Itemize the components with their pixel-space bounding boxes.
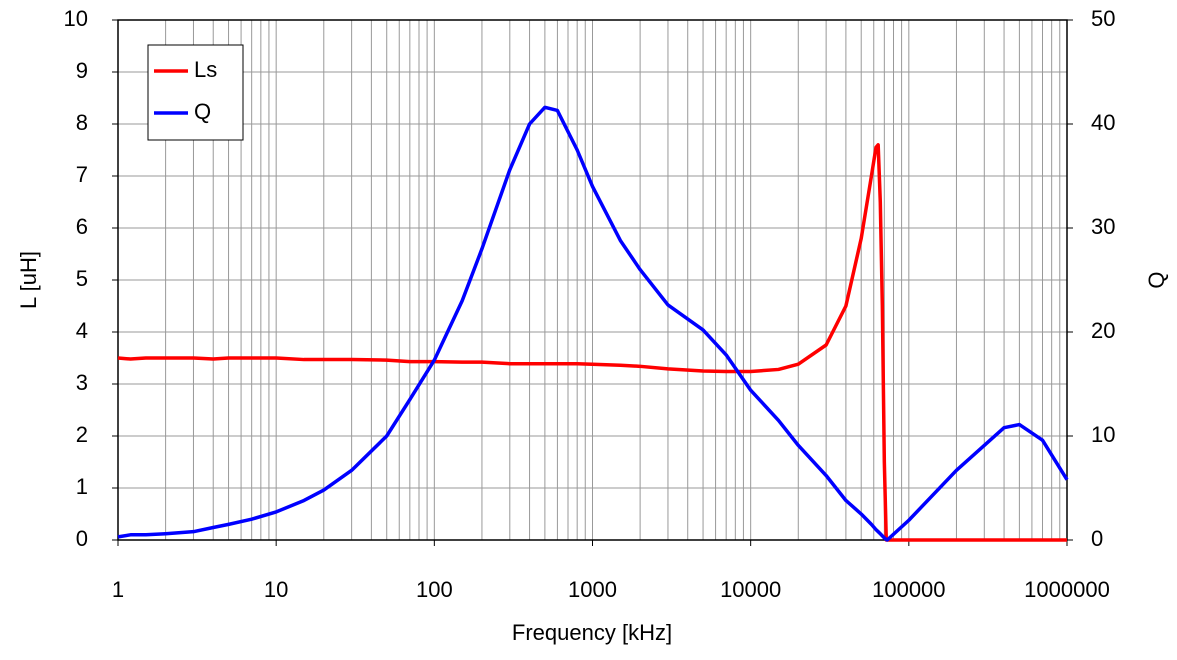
y-tick-label: 10 [64,6,88,31]
y-tick-label: 9 [76,58,88,83]
y2-tick-label: 20 [1091,318,1115,343]
y-tick-label: 1 [76,474,88,499]
y2-tick-label: 50 [1091,6,1115,31]
y-tick-label: 7 [76,162,88,187]
x-tick-label: 100 [416,577,453,602]
x-tick-label: 100000 [872,577,945,602]
y2-axis-label: Q [1144,271,1169,288]
x-axis-label: Frequency [kHz] [512,620,672,645]
y-tick-label: 0 [76,526,88,551]
y2-tick-label: 10 [1091,422,1115,447]
y-axis-label: L [uH] [16,251,41,309]
y-tick-label: 8 [76,110,88,135]
y-tick-label: 6 [76,214,88,239]
y-tick-label: 5 [76,266,88,291]
x-tick-label: 10 [264,577,288,602]
legend-label: Q [194,99,211,124]
x-tick-label: 1 [112,577,124,602]
y2-tick-label: 0 [1091,526,1103,551]
series-line [117,105,1069,542]
y2-tick-label: 30 [1091,214,1115,239]
x-tick-label: 10000 [720,577,781,602]
legend-label: Ls [194,57,217,82]
y2-tick-label: 40 [1091,110,1115,135]
series-line [117,143,1067,542]
plot-frame [117,19,1068,541]
y-tick-label: 4 [76,318,88,343]
x-tick-label: 1000 [568,577,617,602]
legend-box [147,44,244,141]
x-tick-label: 1000000 [1024,577,1110,602]
y-tick-label: 3 [76,370,88,395]
y-tick-label: 2 [76,422,88,447]
